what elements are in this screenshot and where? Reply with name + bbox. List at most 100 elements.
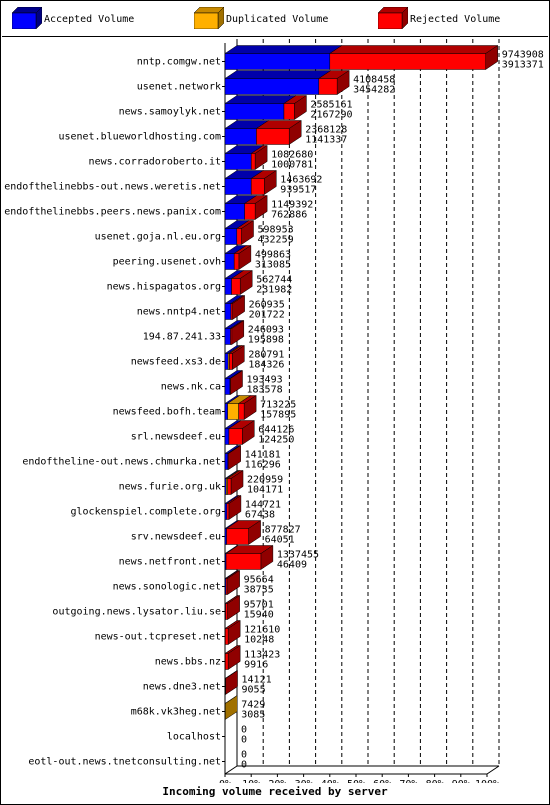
data-label-total: 1082680	[271, 150, 313, 161]
x-axis-title: Incoming volume received by server	[162, 785, 388, 798]
bar-rejected	[250, 178, 265, 195]
bar-rejected	[229, 378, 231, 395]
data-label-total: 2585161	[310, 100, 352, 111]
data-label-total: 562744	[256, 275, 292, 286]
bar-accepted	[224, 228, 238, 245]
category-label: localhost	[167, 732, 221, 743]
category-label: news.hispagatos.org	[107, 282, 221, 293]
bar-rejected	[225, 628, 229, 645]
data-label-total: 246093	[248, 325, 284, 336]
bar-accepted	[224, 453, 229, 470]
data-label-total: 0	[241, 750, 247, 761]
bar-rejected	[229, 353, 233, 370]
data-label-total: 1463692	[280, 175, 322, 186]
x-tick-label: 100%	[475, 779, 499, 783]
category-label: news.corradoroberto.it	[89, 157, 221, 168]
legend-swatch-rejected	[377, 6, 409, 30]
bar-accepted	[224, 53, 331, 70]
category-label: usenet.network	[137, 82, 221, 93]
data-label-rejected: 313085	[255, 260, 291, 271]
bar-rejected	[318, 78, 338, 95]
data-label-rejected: 762886	[271, 210, 307, 221]
data-label-rejected: 3913371	[502, 60, 544, 71]
bar-rejected	[230, 328, 233, 345]
x-tick-label: 70%	[399, 779, 417, 783]
data-label-total: 14121	[242, 675, 272, 686]
category-label: usenet.goja.nl.eu.org	[95, 232, 221, 243]
category-label: news.sonologic.net	[113, 582, 221, 593]
x-tick-label: 0%	[219, 779, 231, 783]
bar-accepted	[224, 178, 252, 195]
bar-accepted-top	[224, 70, 332, 79]
bar-accepted	[224, 403, 228, 420]
data-label-total: 499863	[255, 250, 291, 261]
data-label-rejected: 67438	[245, 510, 275, 521]
data-label-rejected: 939517	[280, 185, 316, 196]
data-label-rejected: 10248	[244, 635, 274, 646]
data-label-rejected: 124250	[258, 435, 294, 446]
category-label: peering.usenet.ovh	[113, 257, 221, 268]
category-label: m68k.vk3heg.net	[131, 707, 221, 718]
category-label: glockenspiel.complete.org	[70, 507, 221, 518]
data-label-rejected: 1141337	[305, 135, 347, 146]
x-tick-label: 80%	[426, 779, 444, 783]
category-label: endofthelinebbs-out.news.weretis.net	[4, 182, 221, 193]
bar-accepted	[224, 328, 231, 345]
data-label-total: 644126	[258, 425, 294, 436]
data-label-total: 2368128	[305, 125, 347, 136]
bar-rejected	[225, 603, 228, 620]
data-label-rejected: 15940	[244, 610, 274, 621]
data-label-rejected: 195898	[248, 335, 284, 346]
floor-depth-left	[224, 765, 238, 775]
data-label-total: 220959	[247, 475, 283, 486]
bar-rejected	[233, 253, 240, 270]
data-label-total: 193493	[247, 375, 283, 386]
data-label-rejected: 9055	[242, 685, 266, 696]
x-tick-label: 50%	[347, 779, 365, 783]
data-label-total: 144721	[245, 500, 281, 511]
data-label-total: 141181	[245, 450, 281, 461]
bar-accepted	[224, 428, 230, 445]
bar-accepted	[224, 353, 229, 370]
data-label-rejected: 2167290	[310, 110, 352, 121]
data-label-total: 7429	[241, 700, 265, 711]
bar-rejected	[227, 478, 232, 495]
data-label-rejected: 157895	[260, 410, 296, 421]
x-tick-label: 60%	[373, 779, 391, 783]
data-label-total: 95664	[244, 575, 274, 586]
bar-accepted	[224, 378, 231, 395]
legend-label-accepted: Accepted Volume	[44, 14, 135, 25]
bar-rejected	[226, 528, 249, 545]
x-tick-label: 10%	[242, 779, 260, 783]
bar-accepted	[224, 203, 245, 220]
category-label: srv.newsdeef.eu	[131, 532, 221, 543]
bar-accepted	[224, 153, 252, 170]
data-label-total: 95701	[244, 600, 274, 611]
bar-rejected	[244, 203, 256, 220]
data-label-total: 9743908	[502, 50, 544, 61]
x-tick-label: 90%	[452, 779, 470, 783]
category-label: news.samoylyk.net	[119, 107, 221, 118]
data-label-rejected: 201722	[249, 310, 285, 321]
bar-rejected	[225, 653, 229, 670]
bar-rejected	[225, 578, 228, 595]
bar-rejected	[329, 53, 486, 70]
data-label-rejected: 9916	[244, 660, 268, 671]
bar-accepted	[224, 278, 232, 295]
x-tick-label: 40%	[321, 779, 339, 783]
bar-rejected	[228, 428, 243, 445]
legend-label-rejected: Rejected Volume	[410, 14, 501, 25]
bar-accepted	[224, 128, 257, 145]
category-label: usenet.blueworldhosting.com	[58, 132, 221, 143]
bar-accepted	[224, 78, 320, 95]
data-label-rejected: 183578	[247, 385, 283, 396]
category-label: nntp.comgw.net	[137, 57, 221, 68]
data-label-rejected: 38735	[244, 585, 274, 596]
bar-accepted	[224, 303, 232, 320]
legend-item-rejected: Rejected Volume	[377, 6, 500, 30]
data-label-rejected: 184326	[248, 360, 284, 371]
data-label-total: 877827	[265, 525, 301, 536]
data-label-total: 121610	[244, 625, 280, 636]
category-label: endoftheline-out.news.chmurka.net	[22, 457, 221, 468]
bar-rejected	[283, 103, 295, 120]
